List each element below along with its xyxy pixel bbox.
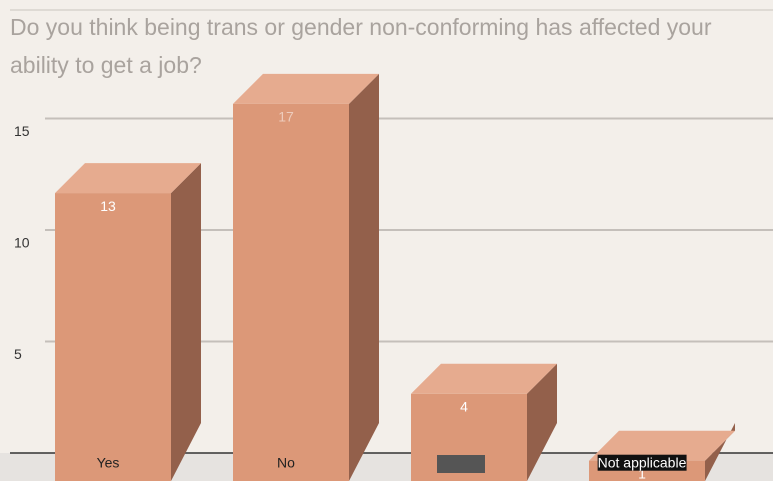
y-tick-label: 5 [14, 346, 22, 362]
y-tick-label: 10 [14, 235, 30, 251]
bar-side [171, 163, 201, 481]
x-tick-label: No [277, 455, 295, 471]
value-label: 17 [278, 109, 294, 125]
bar-top [411, 363, 557, 394]
bar-side [349, 73, 379, 481]
value-label: 4 [460, 399, 468, 415]
value-label: 1 [638, 465, 646, 481]
bar-top [55, 163, 201, 194]
bar [233, 73, 379, 481]
x-tick-label: Not applicable [598, 455, 687, 471]
bar-front [55, 193, 171, 481]
y-tick-label: 15 [14, 123, 30, 139]
label-mask [437, 455, 485, 473]
x-tick-label: Yes [97, 455, 120, 471]
bar [55, 163, 201, 481]
bar-top [589, 430, 735, 461]
bar-front [233, 103, 349, 481]
label-background [597, 454, 687, 471]
bar-side [527, 363, 557, 481]
value-label: 13 [100, 198, 116, 214]
bar-top [233, 73, 379, 104]
chart-title: Do you think being trans or gender non-c… [10, 14, 712, 78]
